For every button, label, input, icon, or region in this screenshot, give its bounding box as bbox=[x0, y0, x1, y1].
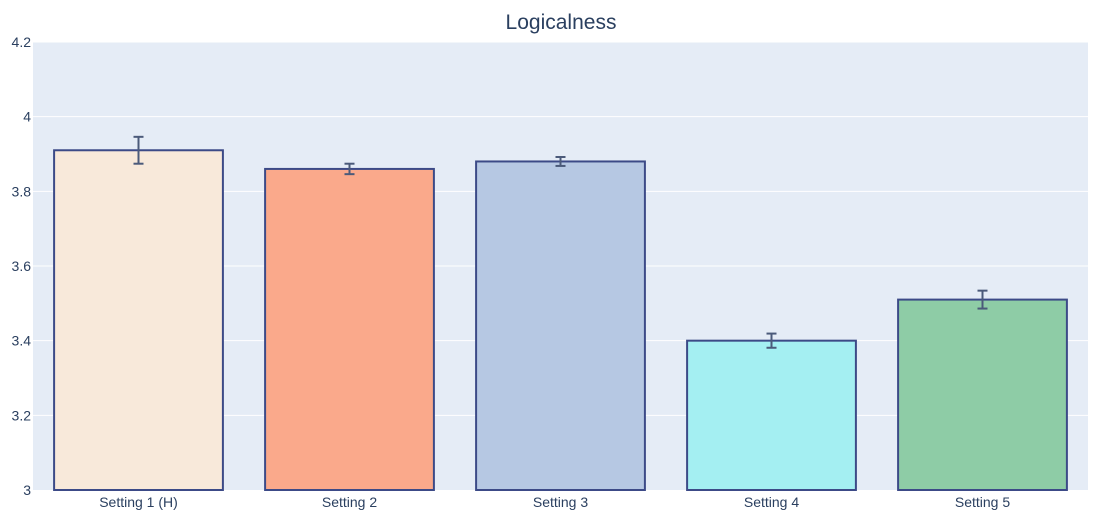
error-bars bbox=[133, 135, 988, 349]
x-tick-label: Setting 4 bbox=[744, 494, 799, 510]
bar bbox=[53, 149, 224, 491]
x-tick-label: Setting 2 bbox=[322, 494, 377, 510]
y-tick-label: 4.2 bbox=[12, 34, 32, 50]
y-axis-ticks: 3 3.2 3.4 3.6 3.8 4 4.2 bbox=[12, 34, 32, 498]
error-bar bbox=[133, 135, 144, 165]
y-tick-label: 3.4 bbox=[12, 333, 32, 349]
x-tick-label: Setting 1 (H) bbox=[99, 494, 178, 510]
y-tick-label: 3.2 bbox=[12, 407, 32, 423]
y-tick-label: 4 bbox=[23, 109, 31, 125]
x-tick-label: Setting 3 bbox=[533, 494, 588, 510]
x-axis-ticks: Setting 1 (H) Setting 2 Setting 3 Setting 4… bbox=[99, 494, 1010, 510]
error-bar bbox=[555, 155, 566, 167]
error-bar bbox=[977, 289, 988, 310]
bar bbox=[686, 339, 857, 491]
bar bbox=[264, 167, 435, 492]
y-tick-label: 3 bbox=[23, 482, 31, 498]
y-tick-label: 3.8 bbox=[12, 183, 32, 199]
chart-title: Logicalness bbox=[506, 11, 617, 34]
bars bbox=[53, 149, 1068, 492]
error-bar bbox=[766, 332, 777, 349]
x-tick-label: Setting 5 bbox=[955, 494, 1010, 510]
error-bar bbox=[344, 162, 355, 176]
y-tick-label: 3.6 bbox=[12, 258, 32, 274]
bar bbox=[897, 298, 1068, 491]
bar bbox=[475, 160, 646, 491]
